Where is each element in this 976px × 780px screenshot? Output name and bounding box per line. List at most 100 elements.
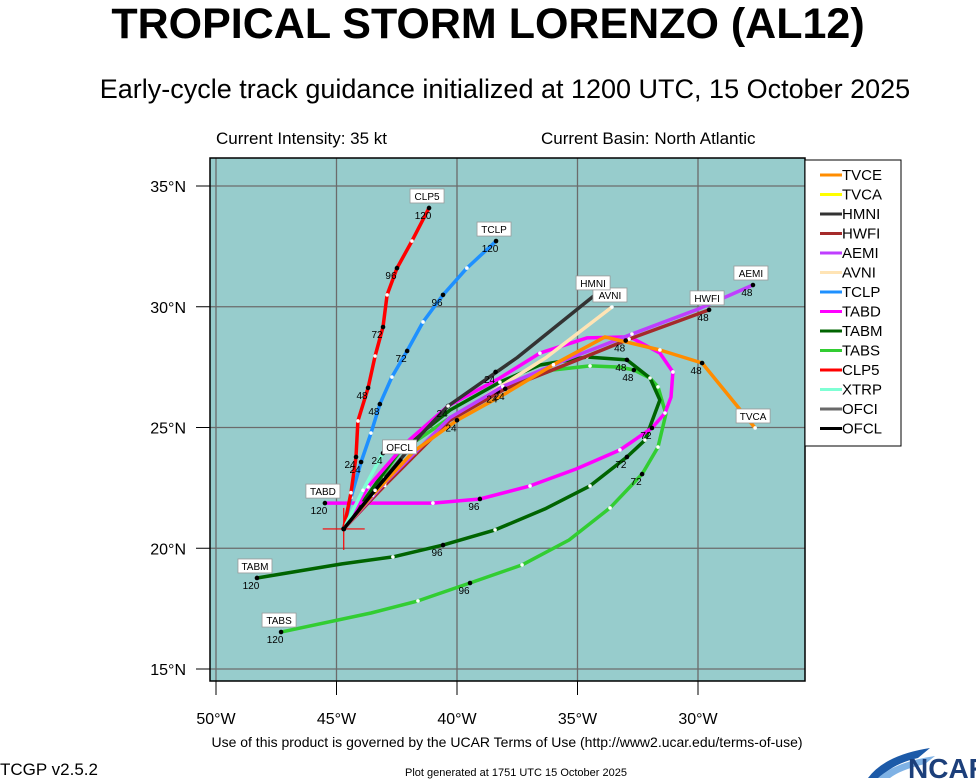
forecast-hour-dot bbox=[477, 496, 483, 502]
track-end-label: OFCL bbox=[386, 443, 413, 454]
forecast-hour-dot bbox=[322, 500, 328, 506]
forecast-hour-label: 96 bbox=[431, 298, 443, 309]
track-point-12h bbox=[385, 293, 389, 297]
forecast-hour-dot bbox=[278, 629, 284, 635]
map-ocean bbox=[210, 158, 805, 681]
track-point-12h bbox=[658, 348, 662, 352]
map-axes: 50°W 45°W 40°W 35°W 30°W 35°N 30°N 25°N 20°N 15°N bbox=[150, 179, 718, 728]
track-point-12h bbox=[643, 438, 647, 442]
track-label-box bbox=[575, 275, 611, 291]
track-point-12h bbox=[446, 404, 450, 408]
track-point-12h bbox=[356, 419, 360, 423]
track-label-box bbox=[305, 483, 341, 499]
current-basin: Current Basin: North Atlantic bbox=[541, 129, 756, 148]
forecast-hour-dot bbox=[440, 542, 446, 548]
forecast-hour-label: 48 bbox=[368, 407, 380, 418]
track-end-label: CLP5 bbox=[415, 192, 440, 203]
track-end-label: HMNI bbox=[580, 279, 606, 290]
track-point-12h bbox=[373, 354, 377, 358]
track-point-12h bbox=[538, 351, 542, 355]
forecast-hour-dot bbox=[467, 580, 473, 586]
track-point-12h bbox=[608, 506, 612, 510]
legend-label-tvca: TVCA bbox=[842, 187, 882, 204]
forecast-hour-label: 48 bbox=[698, 313, 710, 324]
legend-label-xtrp: XTRP bbox=[842, 382, 882, 399]
track-point-12h bbox=[421, 320, 425, 324]
forecast-hour-dot bbox=[358, 459, 364, 465]
start-dot bbox=[341, 526, 347, 532]
forecast-hour-label: 24 bbox=[445, 423, 457, 434]
forecast-hour-dot bbox=[624, 357, 630, 363]
track-point-12h bbox=[588, 364, 592, 368]
track-label-box bbox=[735, 408, 771, 424]
forecast-hour-label: 72 bbox=[371, 330, 383, 341]
forecast-hour-dot bbox=[623, 338, 628, 343]
track-end-label: TABD bbox=[310, 487, 336, 498]
generated-time: Plot generated at 1751 UTC 15 October 20… bbox=[405, 767, 627, 779]
track-labels: 48 72 96 120 TABS 48 72 96 120 TABM 24 72 96 120 TABD A… bbox=[237, 188, 771, 646]
x-tick-label: 40°W bbox=[437, 711, 477, 728]
forecast-hour-dot bbox=[639, 471, 645, 477]
track-point-12h bbox=[465, 266, 469, 270]
forecast-hour-label: 48 bbox=[622, 373, 634, 384]
current-intensity: Current Intensity: 35 kt bbox=[216, 129, 387, 148]
y-tick-label: 15°N bbox=[150, 662, 186, 679]
legend-label-tclp: TCLP bbox=[842, 284, 880, 301]
forecast-hour-dot bbox=[353, 454, 359, 460]
terms-of-use[interactable]: Use of this product is governed by the U… bbox=[211, 734, 802, 750]
track-label-box bbox=[476, 221, 512, 237]
forecast-hour-label: 48 bbox=[615, 363, 627, 374]
forecast-hour-label: 120 bbox=[415, 211, 432, 222]
track-point-12h bbox=[493, 528, 497, 532]
forecast-hour-dot bbox=[624, 454, 630, 460]
x-tick-label: 45°W bbox=[317, 711, 357, 728]
forecast-hour-label: 120 bbox=[243, 581, 260, 592]
forecast-hour-dot bbox=[365, 385, 371, 391]
track-end-label: TABS bbox=[266, 616, 292, 627]
track-end-label: TABM bbox=[241, 562, 268, 573]
forecast-hour-label: 24 bbox=[494, 392, 506, 403]
legend-label-tabm: TABM bbox=[842, 323, 883, 340]
track-label-box bbox=[733, 265, 769, 281]
track-tvce bbox=[342, 335, 757, 531]
forecast-hour-label: 72 bbox=[631, 477, 643, 488]
legend: TVCE TVCA HMNI HWFI AEMI AVNI TCLP TABD TABM TABS… bbox=[820, 167, 883, 438]
forecast-hour-label: 48 bbox=[357, 391, 369, 402]
track-point-12h bbox=[551, 362, 556, 367]
track-point-12h bbox=[349, 490, 353, 495]
track-label-box bbox=[689, 290, 725, 306]
track-point-12h bbox=[528, 484, 532, 488]
forecast-hour-label: 96 bbox=[458, 586, 470, 597]
forecast-hour-dot bbox=[631, 367, 637, 373]
legend-label-hmni: HMNI bbox=[842, 206, 880, 223]
forecast-hour-dot bbox=[377, 401, 383, 407]
track-end-label: AVNI bbox=[599, 291, 622, 302]
forecast-hour-label: 24 bbox=[486, 394, 498, 405]
plot-subtitle: Early-cycle track guidance initialized a… bbox=[100, 74, 910, 104]
track-point-12h bbox=[648, 376, 652, 380]
track-point-12h bbox=[663, 411, 667, 415]
forecast-hour-label: 48 bbox=[691, 366, 703, 377]
track-point-12h bbox=[391, 555, 395, 559]
track-point-12h bbox=[618, 448, 622, 452]
forecast-hour-dot bbox=[254, 575, 260, 581]
x-tick-label: 50°W bbox=[196, 711, 236, 728]
forecast-hour-dot bbox=[750, 282, 756, 288]
forecast-hour-label: 120 bbox=[311, 506, 328, 517]
forecast-hour-dot bbox=[493, 369, 498, 375]
legend-box bbox=[804, 159, 902, 447]
forecast-hour-dot bbox=[380, 324, 386, 330]
track-end-label: TCLP bbox=[481, 225, 507, 236]
forecast-hour-label: 96 bbox=[385, 271, 397, 282]
forecast-hour-dot bbox=[502, 386, 508, 392]
track-label-box bbox=[382, 439, 417, 455]
track-point-12h bbox=[369, 431, 373, 435]
forecast-hour-dot bbox=[493, 238, 499, 244]
legend-label-tvce: TVCE bbox=[842, 167, 882, 184]
forecast-hour-dot bbox=[454, 417, 460, 423]
forecast-hour-label: 24 bbox=[437, 409, 449, 420]
current-position-marker bbox=[322, 507, 365, 550]
track-point-12h bbox=[410, 239, 414, 243]
forecast-hour-label: 120 bbox=[267, 635, 284, 646]
storm-title: TROPICAL STORM LORENZO (AL12) bbox=[111, 0, 864, 48]
